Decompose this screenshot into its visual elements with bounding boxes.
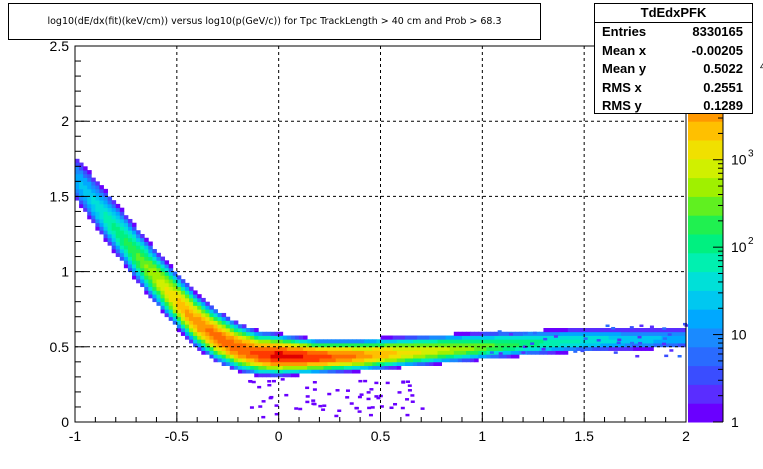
x-tick-label: -1: [69, 428, 82, 444]
stats-label: Mean x: [602, 42, 647, 58]
stats-value: 0.2551: [703, 79, 743, 95]
stats-label: Mean y: [602, 61, 647, 76]
x-tick-label: 0.5: [371, 428, 391, 444]
palette-swatch: [688, 271, 723, 291]
palette-swatch: [688, 328, 723, 348]
stats-value: 8330165: [692, 24, 743, 39]
y-tick-label: 0.5: [50, 339, 70, 355]
colorbar-tick-label: 10: [731, 239, 747, 255]
colorbar-tick-label: 10: [731, 327, 747, 343]
stats-row-mean-x: Mean x -0.00205: [595, 42, 752, 61]
stats-row-mean-y: Mean y 0.5022: [595, 60, 752, 79]
y-tick-label: 1.5: [50, 188, 70, 204]
x-tick-label: 1: [478, 428, 486, 444]
palette-swatch: [688, 196, 723, 216]
grid-lines: [75, 46, 686, 422]
palette-swatch: [688, 365, 723, 385]
palette-swatch: [688, 346, 723, 367]
palette-swatch: [688, 177, 723, 197]
stats-label: RMS x: [602, 79, 642, 95]
palette-swatch: [688, 234, 723, 254]
palette-swatch: [688, 121, 723, 141]
x-tick-label: 2: [682, 428, 690, 444]
axes: -1 -0.5 0 0.5 1 1.5 2 0 0.5 1 1.5 2 2.5: [50, 38, 691, 444]
palette-swatch: [688, 158, 723, 179]
stats-box: TdEdxPFK Entries 8330165 Mean x -0.00205…: [594, 3, 753, 114]
colorbar-tick-exponent: 3: [748, 149, 754, 160]
palette-swatch: [688, 384, 723, 404]
plot-title: log10(dE/dx(fit)(keV/cm)) versus log10(p…: [8, 3, 541, 40]
stats-value: 0.1289: [703, 98, 743, 113]
stats-title: TdEdxPFK: [595, 4, 752, 23]
x-tick-label: -0.5: [165, 428, 189, 444]
palette-swatch: [688, 252, 723, 273]
x-tick-label: 1.5: [574, 428, 594, 444]
colorbar-tick-label: 1: [731, 414, 739, 430]
stats-value: -0.00205: [691, 42, 743, 58]
stats-value: 0.5022: [703, 61, 743, 76]
y-tick-label: 1: [61, 264, 69, 280]
palette-swatch: [688, 215, 723, 235]
heatmap-cells: [75, 158, 689, 419]
plot-title-text: log10(dE/dx(fit)(keV/cm)) versus log10(p…: [47, 16, 502, 27]
palette-swatch: [688, 309, 723, 329]
y-tick-label: 2.5: [50, 38, 70, 54]
colorbar-tick-exponent: 4: [760, 61, 763, 72]
palette-swatch: [688, 403, 723, 423]
stats-label: Entries: [602, 24, 647, 39]
y-tick-label: 0: [61, 414, 69, 430]
stats-label: RMS y: [602, 98, 642, 113]
palette-swatch: [688, 140, 723, 160]
stats-row-rms-x: RMS x 0.2551: [595, 79, 752, 98]
x-tick-label: 0: [275, 428, 283, 444]
stats-row-entries: Entries 8330165: [595, 23, 752, 42]
colorbar-tick-exponent: 2: [748, 236, 754, 247]
palette-swatch: [688, 290, 723, 310]
y-tick-label: 2: [61, 113, 69, 129]
stats-row-rms-y: RMS y 0.1289: [595, 97, 752, 116]
colorbar-tick-label: 10: [731, 152, 747, 168]
